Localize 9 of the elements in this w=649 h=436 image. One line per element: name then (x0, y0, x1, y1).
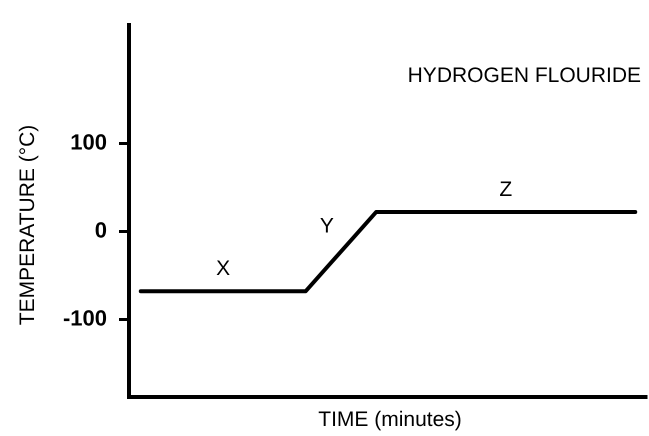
annotation: Y (320, 214, 334, 238)
annotation: Z (499, 178, 512, 201)
y-tick-label: 0 (94, 217, 107, 242)
text: HYDROGEN FLOURIDE (408, 64, 641, 87)
y-tick-label: -100 (62, 306, 107, 331)
x-axis-title: TIME (minutes) (318, 408, 462, 431)
y-tick-label: 100 (70, 129, 107, 154)
y-axis-title: TEMPERATURE (°C) (16, 124, 39, 326)
annotation: X (216, 257, 230, 280)
